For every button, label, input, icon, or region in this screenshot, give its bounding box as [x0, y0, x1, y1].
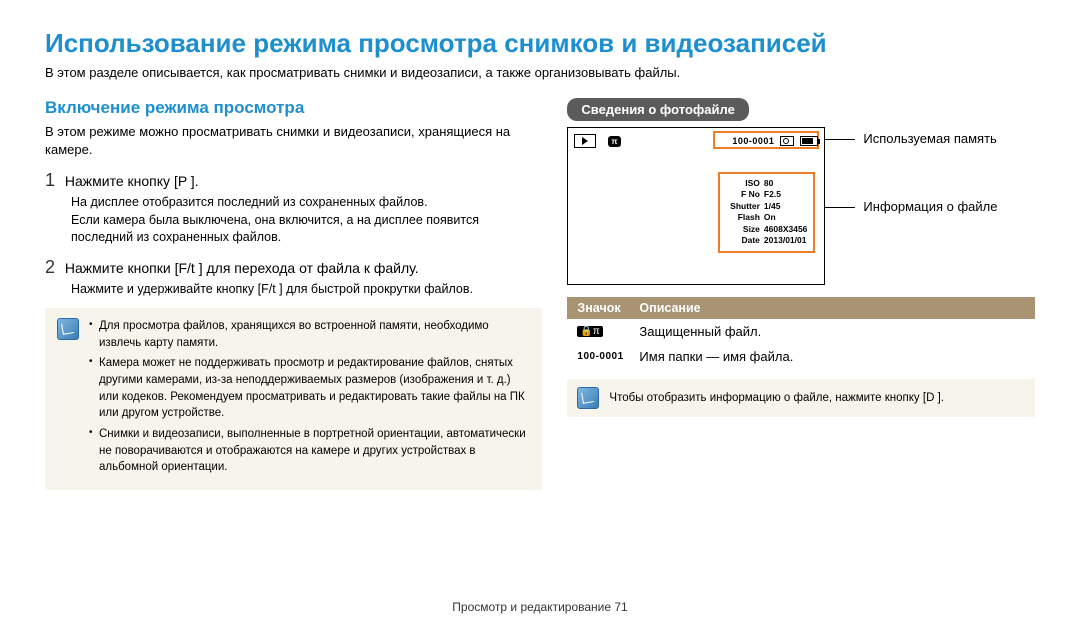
right-column: Сведения о фотофайле 100-0001 ISO 80 F No… — [567, 98, 1035, 490]
step-text: Нажмите кнопки [F/t ] для перехода от фа… — [65, 260, 419, 276]
table-row: 🔒π Защищенный файл. — [567, 319, 1035, 344]
subsection-desc: В этом режиме можно просматривать снимки… — [45, 123, 542, 158]
callout-line — [825, 207, 855, 208]
table-row: 100-0001 Имя папки — имя файла. — [567, 344, 1035, 369]
info-value: 4608X3456 — [764, 224, 808, 235]
info-label: ISO — [726, 178, 760, 189]
callout-line — [825, 139, 855, 140]
step-2-desc: Нажмите и удерживайте кнопку [F/t ] для … — [71, 281, 542, 299]
step-number: 1 — [45, 170, 55, 190]
col-icon: Значок — [577, 301, 639, 315]
info-label: Shutter — [726, 201, 760, 212]
lock-icon: 🔒π — [577, 326, 602, 337]
lock-badge-icon — [608, 136, 620, 147]
note-item: Камера может не поддерживать просмотр и … — [89, 355, 530, 422]
info-value: On — [764, 212, 776, 223]
info-value: 80 — [764, 178, 773, 189]
info-value: 1/45 — [764, 201, 781, 212]
folder-file-label: 100-0001 — [732, 136, 774, 146]
step-2: 2 Нажмите кнопки [F/t ] для перехода от … — [45, 257, 542, 278]
note-icon — [57, 318, 79, 340]
note-list: Для просмотра файлов, хранящихся во встр… — [89, 318, 530, 480]
section-header: Сведения о фотофайле — [567, 98, 748, 121]
info-label: Date — [726, 235, 760, 246]
step-1-desc: На дисплее отобразится последний из сохр… — [71, 194, 542, 247]
callout-container: 100-0001 ISO 80 F No F2.5 Shutter 1/45 Flas… — [567, 127, 1035, 285]
note-box: Чтобы отобразить информацию о файле, наж… — [567, 379, 1035, 417]
note-item: Для просмотра файлов, хранящихся во встр… — [89, 318, 530, 351]
file-code-icon: 100-0001 — [577, 351, 623, 362]
content-columns: Включение режима просмотра В этом режиме… — [45, 98, 1035, 490]
page-footer: Просмотр и редактирование 71 — [0, 600, 1080, 614]
play-icon — [574, 134, 596, 148]
col-desc: Описание — [639, 301, 700, 315]
row-desc: Имя папки — имя файла. — [639, 349, 793, 364]
intro-text: В этом разделе описывается, как просматр… — [45, 65, 1035, 80]
step-text: Нажмите кнопку [P ]. — [65, 173, 199, 189]
info-value: 2013/01/01 — [764, 235, 807, 246]
icon-table: Значок Описание 🔒π Защищенный файл. 100-… — [567, 297, 1035, 369]
info-value: F2.5 — [764, 189, 781, 200]
table-header: Значок Описание — [567, 297, 1035, 319]
subsection-title: Включение режима просмотра — [45, 98, 542, 118]
battery-icon — [800, 136, 818, 146]
info-label: F No — [726, 189, 760, 200]
memory-card-icon — [780, 136, 794, 146]
file-info-panel: ISO 80 F No F2.5 Shutter 1/45 Flash On Size 4… — [718, 172, 816, 253]
note-item: Снимки и видеозаписи, выполненные в порт… — [89, 426, 530, 476]
note-box: Для просмотра файлов, хранящихся во встр… — [45, 308, 542, 490]
page-title: Использование режима просмотра снимков и… — [45, 28, 1035, 59]
note-icon — [577, 387, 599, 409]
step-1: 1 Нажмите кнопку [P ]. — [45, 170, 542, 191]
callout-info: Информация о файле — [863, 199, 997, 214]
row-desc: Защищенный файл. — [639, 324, 761, 339]
left-column: Включение режима просмотра В этом режиме… — [45, 98, 542, 490]
note-text: Чтобы отобразить информацию о файле, наж… — [609, 392, 944, 404]
callout-memory: Используемая память — [863, 131, 996, 146]
step-number: 2 — [45, 257, 55, 277]
info-label: Size — [726, 224, 760, 235]
info-label: Flash — [726, 212, 760, 223]
camera-display: 100-0001 ISO 80 F No F2.5 Shutter 1/45 Flas… — [567, 127, 825, 285]
camera-topbar: 100-0001 — [574, 134, 818, 148]
